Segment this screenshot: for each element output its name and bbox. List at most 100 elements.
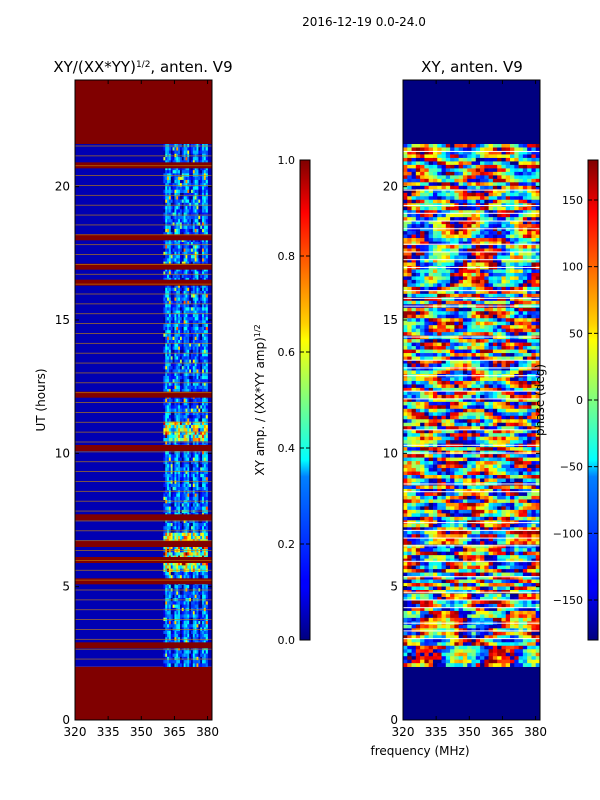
phase-cell xyxy=(415,157,421,162)
amplitude-cell xyxy=(170,366,173,370)
amplitude-cell xyxy=(194,552,197,556)
amplitude-cell xyxy=(194,349,197,354)
amplitude-cell xyxy=(196,415,199,419)
amplitude-cell xyxy=(183,248,186,253)
amplitude-cell xyxy=(200,349,203,354)
amplitude-cell xyxy=(202,222,205,226)
amplitude-cell xyxy=(196,591,199,596)
amplitude-cell xyxy=(183,562,186,566)
amplitude-cell xyxy=(194,362,197,367)
amplitude-cell xyxy=(183,209,186,213)
phase-cell xyxy=(454,238,459,242)
amplitude-cell xyxy=(205,251,208,256)
amplitude-cell xyxy=(181,369,184,373)
amplitude-cell xyxy=(203,656,207,661)
amplitude-cell xyxy=(203,242,207,246)
amplitude-cell xyxy=(172,375,175,380)
amplitude-cell xyxy=(174,199,177,204)
amplitude-cell xyxy=(185,431,188,436)
amplitude-cell xyxy=(165,451,168,455)
amplitude-cell xyxy=(167,307,170,311)
amplitude-cell xyxy=(168,398,172,403)
amplitude-cell xyxy=(176,424,179,429)
phase-cell xyxy=(535,182,541,187)
amplitude-cell xyxy=(165,372,168,377)
amplitude-cell xyxy=(187,189,190,194)
amplitude-cell xyxy=(167,313,170,318)
phase-cell xyxy=(458,185,464,190)
amplitude-cell xyxy=(176,248,179,253)
amplitude-cell xyxy=(168,317,172,321)
amplitude-cell xyxy=(179,340,183,344)
phase-cell xyxy=(454,231,459,235)
amplitude-cell xyxy=(167,496,170,501)
phase-cell xyxy=(462,161,468,166)
amplitude-cell xyxy=(205,225,208,230)
amplitude-cell xyxy=(181,353,184,357)
amplitude-cell xyxy=(205,274,208,279)
amplitude-cell xyxy=(189,624,192,628)
amplitude-cell xyxy=(168,271,172,275)
amplitude-cell xyxy=(181,219,184,223)
amplitude-cell xyxy=(185,372,188,377)
amplitude-cell xyxy=(203,284,207,289)
amplitude-cell xyxy=(172,480,175,485)
phase-cell xyxy=(475,220,481,225)
amplitude-cell xyxy=(191,379,194,383)
amplitude-cell xyxy=(196,424,199,429)
amplitude-cell xyxy=(178,421,181,426)
amplitude-cell xyxy=(189,209,192,213)
amplitude-cell xyxy=(205,310,208,315)
amplitude-cell xyxy=(174,150,177,155)
amplitude-cell xyxy=(172,490,175,494)
phase-cell xyxy=(505,164,511,169)
amplitude-cell xyxy=(183,372,186,377)
amplitude-cell xyxy=(178,601,181,605)
amplitude-cell xyxy=(192,287,195,292)
amplitude-cell xyxy=(172,441,175,445)
amplitude-cell xyxy=(200,147,203,151)
phase-cell xyxy=(403,178,408,183)
amplitude-cell xyxy=(203,620,207,625)
phase-cell xyxy=(518,241,524,246)
amplitude-cell xyxy=(202,287,205,292)
amplitude-cell xyxy=(200,405,203,409)
phase-cell xyxy=(432,189,438,194)
amplitude-cell xyxy=(191,614,194,618)
phase-cell xyxy=(403,245,408,249)
amplitude-cell xyxy=(178,385,181,390)
amplitude-cell xyxy=(203,369,207,373)
phase-cell xyxy=(535,196,541,201)
phase-cell xyxy=(403,144,408,148)
phase-cell xyxy=(518,171,524,176)
amplitude-cell xyxy=(196,199,199,204)
amplitude-cell xyxy=(181,398,184,403)
amplitude-cell xyxy=(187,473,190,478)
amplitude-cell xyxy=(200,415,203,419)
amplitude-cell xyxy=(178,562,181,566)
phase-cell xyxy=(441,154,447,159)
amplitude-cell xyxy=(183,245,186,249)
amplitude-cell xyxy=(189,500,192,504)
amplitude-cell xyxy=(196,304,199,308)
amplitude-cell xyxy=(202,176,205,181)
amplitude-cell xyxy=(179,189,183,194)
phase-no-data-top xyxy=(403,80,540,144)
phase-cell xyxy=(441,234,447,239)
amplitude-cell xyxy=(181,536,184,540)
amplitude-cell xyxy=(167,248,170,253)
amplitude-cell xyxy=(172,571,175,576)
amplitude-cell xyxy=(170,313,173,318)
amplitude-cell xyxy=(196,418,199,422)
phase-cell xyxy=(467,185,472,190)
amplitude-cell xyxy=(165,402,168,406)
phase-cell xyxy=(450,168,455,173)
amplitude-cell xyxy=(192,428,195,432)
amplitude-cell xyxy=(181,460,184,465)
amplitude-cell xyxy=(183,268,186,272)
amplitude-cell xyxy=(187,451,190,455)
amplitude-saturated-row xyxy=(75,541,212,547)
amplitude-cell xyxy=(181,408,184,413)
amplitude-cell xyxy=(185,506,188,511)
amplitude-cell xyxy=(170,157,173,161)
